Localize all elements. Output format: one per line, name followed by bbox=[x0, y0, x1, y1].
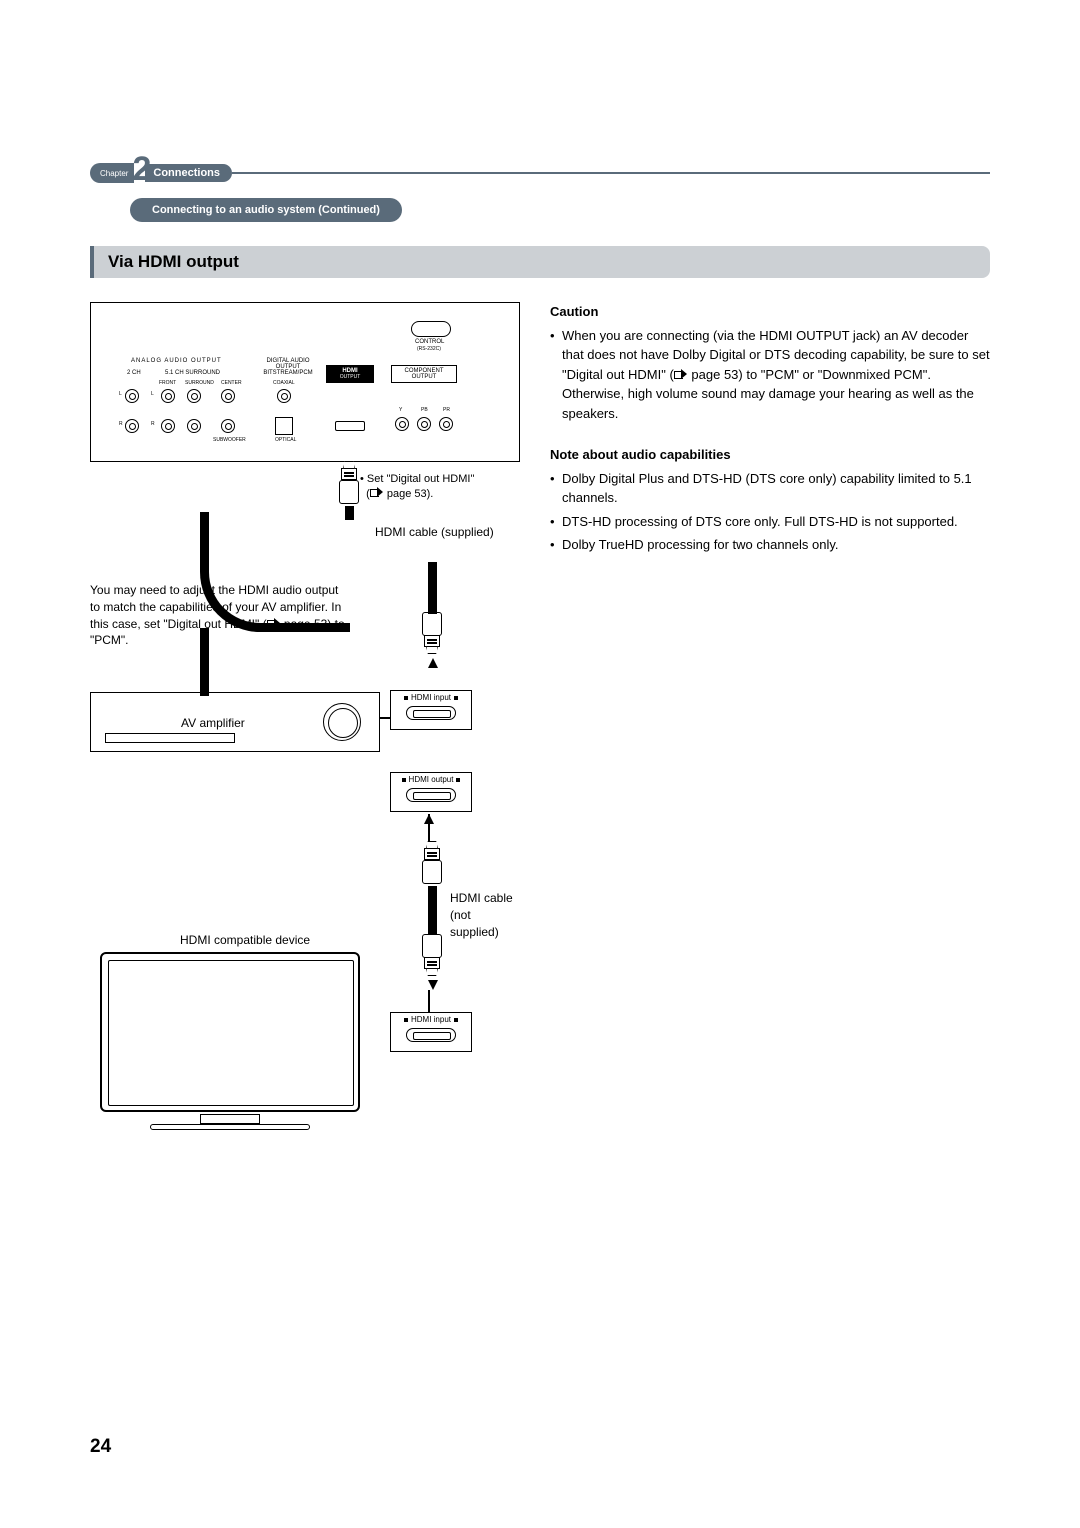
chapter-title: Connections bbox=[145, 164, 232, 182]
adjust-hdmi-note: You may need to adjust the HDMI audio ou… bbox=[90, 582, 350, 649]
note-bullet: •DTS-HD processing of DTS core only. Ful… bbox=[550, 512, 990, 532]
coaxial-label: COAXIAL bbox=[273, 380, 295, 386]
hdmi-output-port-icon: HDMI output bbox=[390, 772, 472, 812]
hdmi-input-label: HDMI input bbox=[391, 1013, 471, 1024]
note-heading: Note about audio capabilities bbox=[550, 445, 990, 465]
rs232-label: (RS-232C) bbox=[417, 346, 441, 352]
set-hdmi-note: • Set "Digital out HDMI" ( page 53). bbox=[360, 472, 474, 503]
page-ref-icon bbox=[674, 369, 688, 379]
hdmi-cable-not-supplied-label: HDMI cable(not supplied) bbox=[450, 890, 520, 940]
optical-label: OPTICAL bbox=[275, 437, 296, 443]
component-label: COMPONENT OUTPUT bbox=[394, 368, 454, 380]
ch2-label: 2 CH bbox=[127, 370, 141, 376]
section-title: Via HDMI output bbox=[90, 246, 990, 278]
page-number: 24 bbox=[90, 1436, 111, 1458]
hdmi-cable-supplied-label: HDMI cable (supplied) bbox=[375, 524, 494, 541]
text-column: Caution • When you are connecting (via t… bbox=[550, 302, 990, 1202]
analog-label: ANALOG AUDIO OUTPUT bbox=[131, 358, 222, 364]
chapter-number: 2 bbox=[132, 150, 151, 189]
av-amplifier-label: AV amplifier bbox=[181, 715, 245, 732]
subwoofer-label: SUBWOOFER bbox=[213, 437, 246, 443]
hdmi-device-label: HDMI compatible device bbox=[180, 932, 310, 949]
tv-icon bbox=[90, 952, 370, 1152]
front-label: FRONT bbox=[159, 380, 176, 386]
caution-heading: Caution bbox=[550, 302, 990, 322]
page-ref-icon bbox=[267, 618, 281, 628]
page-ref-icon bbox=[370, 487, 384, 497]
hdmi-input-label: HDMI input bbox=[391, 691, 471, 702]
hdmi-input-port-icon: HDMI input bbox=[390, 690, 472, 730]
hdmi-out-label: OUTPUT bbox=[329, 374, 371, 380]
player-rear-panel: CONTROL (RS-232C) ANALOG AUDIO OUTPUT 2 … bbox=[90, 302, 520, 462]
chapter-label: Chapter bbox=[90, 163, 134, 183]
digital-label: DIGITAL AUDIO OUTPUT BITSTREAM/PCM bbox=[261, 358, 315, 376]
chapter-header: Chapter 2 Connections bbox=[90, 160, 990, 186]
subsection-pill: Connecting to an audio system (Continued… bbox=[130, 198, 402, 222]
ch51-label: 5.1 CH SURROUND bbox=[165, 370, 220, 376]
surround-label: SURROUND bbox=[185, 380, 214, 386]
caution-bullet: • When you are connecting (via the HDMI … bbox=[550, 326, 990, 424]
hdmi-output-label: HDMI output bbox=[391, 773, 471, 784]
header-rule bbox=[232, 172, 990, 174]
av-amplifier-icon: AV amplifier bbox=[90, 692, 380, 752]
note-bullet: •Dolby Digital Plus and DTS-HD (DTS core… bbox=[550, 469, 990, 508]
hdmi-input-port-icon: HDMI input bbox=[390, 1012, 472, 1052]
control-label: CONTROL bbox=[415, 339, 444, 345]
connection-diagram: CONTROL (RS-232C) ANALOG AUDIO OUTPUT 2 … bbox=[90, 302, 520, 1202]
note-bullet: •Dolby TrueHD processing for two channel… bbox=[550, 535, 990, 555]
center-label: CENTER bbox=[221, 380, 242, 386]
